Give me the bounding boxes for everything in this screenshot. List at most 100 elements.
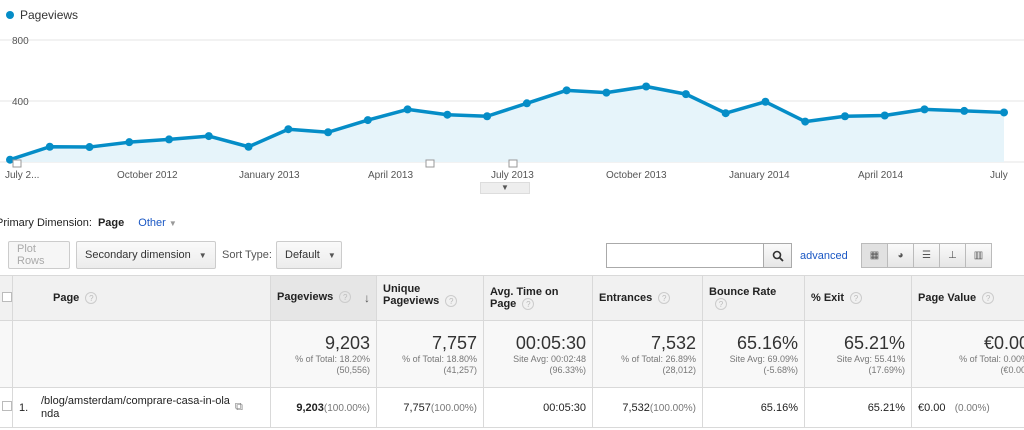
data-point — [960, 106, 969, 115]
x-tick-label: July 2013 — [491, 170, 534, 181]
pivot-view-icon[interactable]: ▥ — [965, 243, 992, 268]
row-value: 9,203 — [296, 401, 324, 414]
row-pct: (100.00%) — [430, 402, 477, 414]
column-header-unique-pageviews[interactable]: Unique Pageviews? — [376, 275, 484, 321]
help-icon[interactable]: ? — [850, 292, 863, 304]
total-avg-time: 00:05:30 Site Avg: 00:02:48 (96.33%) — [483, 320, 593, 388]
help-icon[interactable]: ? — [522, 298, 535, 310]
data-point — [204, 132, 213, 141]
search-icon — [772, 250, 784, 262]
total-subtext: % of Total: 0.00% — [959, 353, 1024, 364]
unique-header-label: Unique Pageviews — [383, 283, 440, 307]
other-dimension-link[interactable]: Other ▼ — [138, 217, 177, 229]
row-pct: (100.00%) — [649, 402, 696, 414]
total-value: €0.00 — [983, 332, 1024, 353]
row-value: 7,532 — [622, 401, 650, 414]
data-point — [1000, 108, 1008, 117]
comparison-view-icon[interactable]: ⊥ — [939, 243, 966, 268]
bounce-header-label: Bounce Rate — [709, 286, 777, 298]
x-tick-label: July 2... — [5, 170, 39, 181]
total-subtext: (28,012) — [662, 364, 696, 375]
help-icon[interactable]: ? — [339, 291, 352, 303]
legend-label: Pageviews — [20, 8, 79, 22]
data-point — [324, 128, 333, 137]
data-point — [6, 155, 14, 164]
data-point — [45, 142, 54, 151]
data-point — [761, 97, 770, 106]
secondary-dimension-dropdown[interactable]: Secondary dimension ▼ — [76, 241, 216, 269]
primary-dimension-bar: Primary Dimension: Page Other ▼ — [0, 217, 177, 229]
total-entrances: 7,532% of Total: 26.89% (28,012) — [592, 320, 703, 388]
plot-rows-button[interactable]: Plot Rows — [8, 241, 70, 269]
row-rank: 1. — [19, 401, 29, 414]
other-label: Other — [138, 217, 166, 229]
exit-header-label: % Exit — [811, 292, 845, 304]
page-cell: 1. /blog/amsterdam/comprare-casa-in-olan… — [12, 387, 271, 428]
select-all-header[interactable] — [0, 275, 13, 321]
column-header-pageviews[interactable]: Pageviews? ↓ — [270, 275, 377, 321]
column-header-page-value[interactable]: Page Value? — [911, 275, 1024, 321]
collapse-chart-handle[interactable]: ▼ — [480, 182, 530, 194]
row-checkbox[interactable] — [2, 401, 12, 411]
data-point — [85, 143, 94, 152]
data-point — [483, 112, 492, 121]
column-header-exit[interactable]: % Exit? — [804, 275, 912, 321]
pie-view-icon[interactable]: ◕ — [887, 243, 914, 268]
help-icon[interactable]: ? — [658, 292, 671, 304]
total-subtext: (41,257) — [443, 364, 477, 375]
x-tick-label: October 2012 — [117, 170, 178, 181]
help-icon[interactable]: ? — [982, 292, 995, 304]
page-path-link[interactable]: /blog/amsterdam/comprare-casa-in-olanda — [41, 394, 230, 420]
total-subtext: (17.69%) — [868, 364, 905, 375]
row-value: 65.21% — [867, 401, 905, 414]
table-view-icon[interactable]: ▦ — [861, 243, 888, 268]
column-header-page[interactable]: Page? — [12, 275, 271, 321]
sort-type-label: Sort Type: — [222, 249, 272, 261]
total-subtext: % of Total: 18.80% — [402, 353, 477, 364]
column-header-bounce-rate[interactable]: Bounce Rate? — [702, 275, 805, 321]
primary-dimension-value[interactable]: Page — [97, 217, 125, 229]
data-point — [880, 111, 889, 120]
annotation-marker-icon — [508, 159, 518, 168]
data-table: Page? Pageviews? ↓ Unique Pageviews? Avg.… — [0, 275, 1024, 428]
total-page-value: €0.00% of Total: 0.00%(€0.00) — [911, 320, 1024, 388]
secondary-dimension-label: Secondary dimension — [85, 249, 191, 261]
row-exit: 65.21% — [804, 387, 912, 428]
total-subtext: (€0.00) — [1000, 364, 1024, 375]
table-search-input[interactable] — [606, 243, 764, 268]
data-point — [721, 109, 730, 118]
search-button[interactable] — [764, 243, 792, 268]
sort-descending-icon: ↓ — [364, 291, 370, 305]
column-header-avg-time[interactable]: Avg. Time on Page? — [483, 275, 593, 321]
totals-page-cell — [12, 320, 271, 388]
page-header-label: Page — [53, 292, 80, 304]
row-checkbox-cell[interactable] — [0, 387, 13, 428]
y-tick-label: 800 — [12, 36, 29, 47]
data-point — [443, 110, 452, 119]
table-row[interactable]: 1. /blog/amsterdam/comprare-casa-in-olan… — [0, 387, 1024, 428]
help-icon[interactable]: ? — [445, 295, 458, 307]
sort-type-dropdown[interactable]: Default ▼ — [276, 241, 342, 269]
x-tick-label: April 2014 — [858, 170, 903, 181]
select-all-checkbox[interactable] — [2, 291, 12, 302]
row-bounce: 65.16% — [702, 387, 805, 428]
total-subtext: (-5.68%) — [763, 364, 798, 375]
x-tick-label: October 2013 — [606, 170, 667, 181]
data-point — [125, 138, 134, 147]
total-subtext: % of Total: 18.20% — [295, 353, 370, 364]
annotation-marker-icon — [12, 159, 22, 168]
data-point — [284, 125, 293, 134]
pageviews-chart: 800 400 July 2... October 2012 January 2013 A… — [0, 36, 1024, 181]
x-tick-label: January 2014 — [729, 170, 790, 181]
row-avg-time: 00:05:30 — [483, 387, 593, 428]
external-link-icon[interactable]: ⧉ — [235, 401, 243, 413]
help-icon[interactable]: ? — [715, 298, 727, 310]
help-icon[interactable]: ? — [85, 292, 98, 304]
column-header-entrances[interactable]: Entrances? — [592, 275, 703, 321]
row-pct: (100.00%) — [323, 402, 370, 414]
data-point — [522, 99, 531, 108]
performance-view-icon[interactable]: ☰ — [913, 243, 940, 268]
advanced-filter-link[interactable]: advanced — [800, 250, 848, 262]
row-value: 65.16% — [760, 401, 798, 414]
pageviews-header-label: Pageviews — [277, 291, 334, 303]
